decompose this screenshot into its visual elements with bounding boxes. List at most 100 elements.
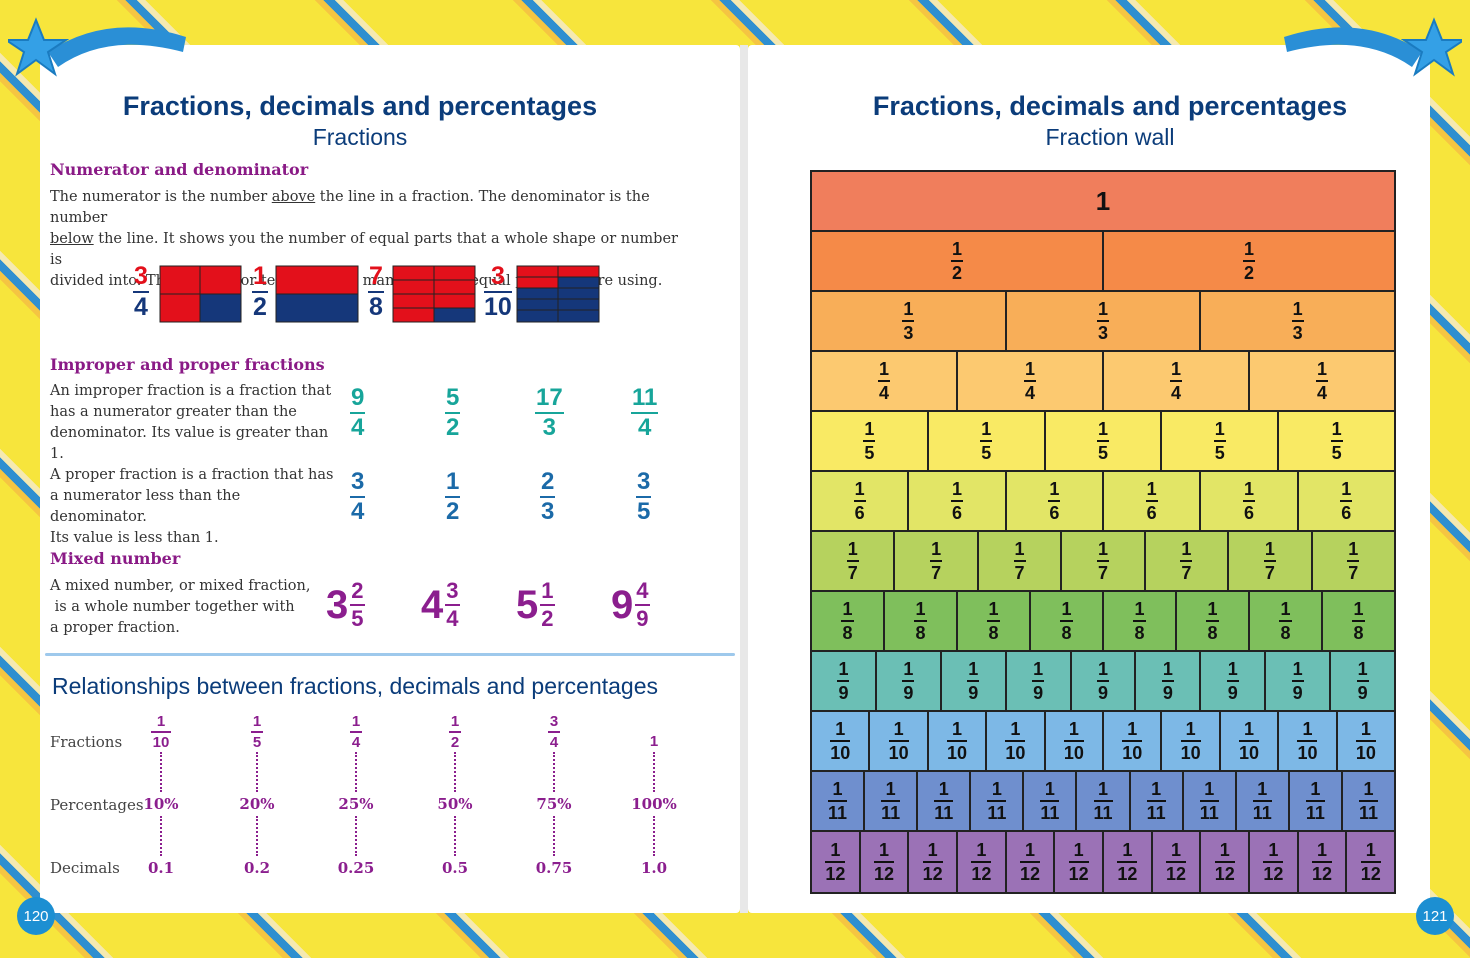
numerator: 1 — [981, 419, 992, 439]
denominator: 10 — [484, 291, 512, 321]
denominator: 7 — [1013, 560, 1026, 582]
numerator: 1 — [864, 419, 875, 439]
page-subtitle: Fractions — [312, 124, 408, 150]
left-page — [40, 45, 740, 913]
mixed-number: 3 2 5 — [326, 580, 365, 630]
denominator: 11 — [1146, 800, 1166, 822]
denominator: 7 — [1180, 560, 1193, 582]
numerator: 1 — [1061, 599, 1072, 619]
numerator: 1 — [1331, 419, 1342, 439]
wall-cell: 1 12 — [909, 832, 959, 892]
unit-fraction: 1 11 — [1146, 780, 1166, 822]
unit-fraction: 1 10 — [1063, 720, 1084, 762]
unit-fraction: 1 12 — [922, 841, 943, 883]
numerator: 1 — [1360, 719, 1371, 739]
denominator: 6 — [1340, 500, 1353, 522]
numerator: 1 — [1097, 419, 1108, 439]
text-line: a proper fraction. — [50, 620, 180, 636]
wall-cell: 1 11 — [865, 772, 919, 832]
numerator: 3 — [490, 262, 505, 290]
denominator: 10 — [1355, 740, 1376, 762]
denominator: 5 — [1096, 440, 1109, 462]
numerator: 1 — [1185, 719, 1196, 739]
text-run: The numerator is the number — [50, 189, 272, 205]
numerator: 3 — [351, 468, 365, 495]
dotted-connector — [355, 752, 357, 792]
denominator: 8 — [1352, 620, 1365, 642]
numerator: 1 — [931, 539, 942, 559]
numerator: 1 — [1010, 719, 1021, 739]
denominator: 7 — [1263, 560, 1276, 582]
denominator: 5 — [1330, 440, 1343, 462]
denominator: 10 — [888, 740, 909, 762]
unit-fraction: 1 11 — [1252, 780, 1272, 822]
decimal-value: 1.0 — [640, 859, 668, 877]
unit-fraction: 1 10 — [947, 720, 968, 762]
denominator: 2 — [448, 731, 462, 750]
mixed-number: 5 1 2 — [516, 580, 555, 630]
denominator: 5 — [636, 496, 652, 525]
text-run: above — [271, 189, 316, 205]
denominator: 12 — [1068, 861, 1089, 883]
proper-fraction: 3 5 — [636, 470, 652, 525]
wall-cell: 1 10 — [1337, 712, 1395, 772]
denominator: 4 — [877, 380, 890, 402]
unit-fraction: 1 11 — [1305, 780, 1325, 822]
denominator: 12 — [825, 861, 846, 883]
denominator: 11 — [1358, 800, 1378, 822]
shape-three-tenths — [516, 265, 600, 323]
wall-cell: 1 10 — [870, 712, 929, 772]
denominator: 5 — [863, 440, 876, 462]
numerator: 1 — [351, 713, 361, 730]
dotted-connector — [553, 816, 555, 856]
numerator: 1 — [1207, 599, 1218, 619]
unit-fraction: 1 12 — [1020, 841, 1041, 883]
example-fraction: 3 10 — [484, 264, 512, 320]
mixed-number-paragraph: A mixed number, or mixed fraction, is a … — [50, 576, 340, 639]
denominator: 3 — [535, 412, 564, 440]
improper-fraction-paragraph: An improper fraction is a fraction that … — [50, 381, 340, 465]
wall-row: 1 12 1 12 1 12 1 12 1 12 1 12 1 12 1 12 1 12 1 12 1 12 1 12 — [812, 832, 1395, 892]
numerator: 2 — [541, 468, 555, 495]
numerator: 1 — [1098, 779, 1109, 799]
percentage-value: 50% — [437, 795, 473, 813]
improper-fraction: 5 2 — [445, 386, 461, 440]
numerator: 1 — [1170, 359, 1181, 379]
denominator: 11 — [1199, 800, 1219, 822]
denominator: 8 — [1133, 620, 1146, 642]
numerator: 1 — [1127, 719, 1138, 739]
relationship-column: 3 4 75% 0.75 — [524, 712, 584, 882]
numerator: 1 — [830, 840, 841, 860]
wall-cell: 1 12 — [1201, 832, 1251, 892]
denominator: 9 — [1226, 680, 1239, 702]
numerator: 1 — [253, 262, 267, 290]
relationships-title: Relationships between fractions, decimal… — [52, 673, 659, 699]
denominator: 11 — [1252, 800, 1272, 822]
numerator: 1 — [446, 468, 460, 495]
numerator: 1 — [951, 479, 962, 499]
numerator: 1 — [1049, 479, 1060, 499]
section-divider — [45, 653, 735, 656]
wall-cell: 1 11 — [1289, 772, 1343, 832]
proper-fraction: 3 4 — [350, 468, 366, 524]
denominator: 4 — [631, 412, 659, 440]
shape-three-quarters — [159, 265, 242, 323]
wall-cell: 1 11 — [1342, 772, 1395, 832]
unit-fraction: 1 12 — [1360, 841, 1381, 883]
